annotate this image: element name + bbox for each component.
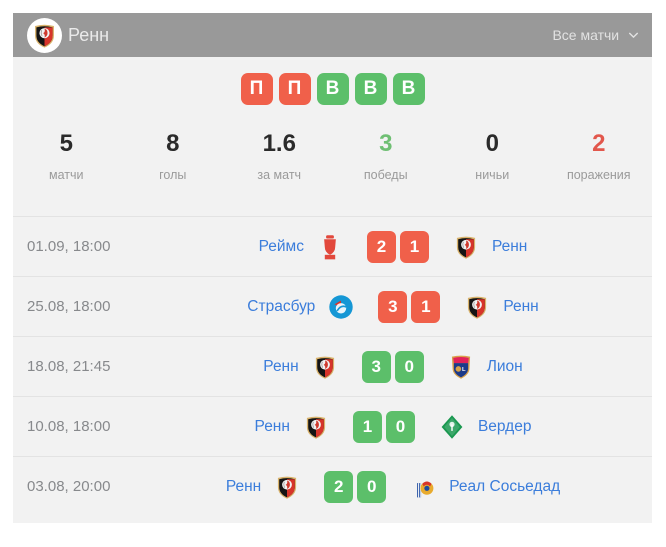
svg-text:L: L [462,367,466,373]
